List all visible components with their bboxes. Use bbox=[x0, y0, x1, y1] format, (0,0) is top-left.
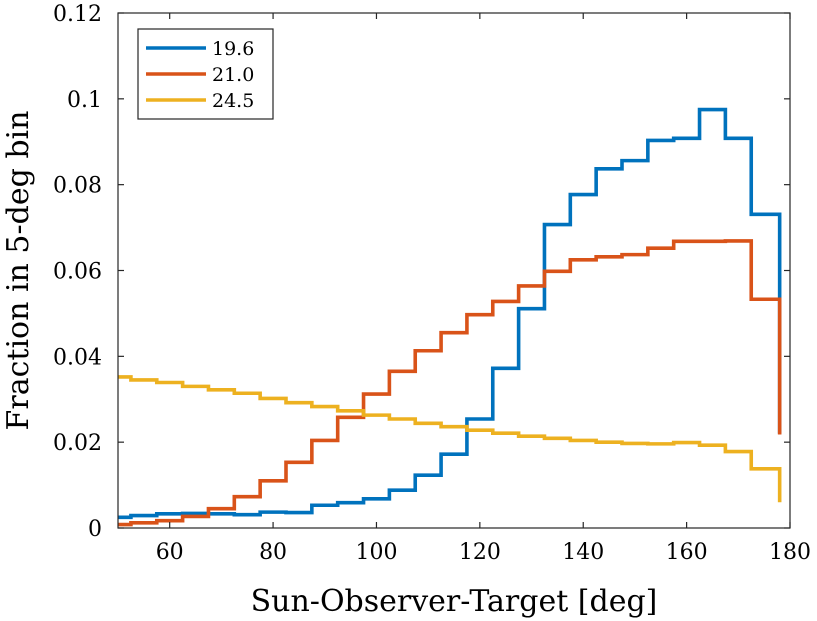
x-tick-label: 140 bbox=[562, 540, 604, 565]
series-24.5-line bbox=[118, 375, 782, 503]
y-tick-label: 0.02 bbox=[53, 431, 102, 456]
series-layer bbox=[118, 107, 782, 527]
legend-label: 19.6 bbox=[212, 38, 254, 60]
x-tick-label: 100 bbox=[355, 540, 397, 565]
x-tick-label: 160 bbox=[666, 540, 708, 565]
x-tick-label: 60 bbox=[156, 540, 184, 565]
legend-label: 21.0 bbox=[212, 64, 254, 86]
x-axis-label: Sun-Observer-Target [deg] bbox=[251, 584, 658, 619]
x-tick-label: 120 bbox=[459, 540, 501, 565]
y-tick-label: 0 bbox=[88, 517, 102, 542]
series-21.0-line bbox=[118, 239, 782, 527]
y-tick-label: 0.1 bbox=[67, 88, 102, 113]
y-tick-label: 0.08 bbox=[53, 174, 102, 199]
x-tick-label: 80 bbox=[259, 540, 287, 565]
y-tick-label: 0.04 bbox=[53, 345, 102, 370]
ticks-layer: 60 80 100 120 140 160 180 0 0.02 0.04 0.06 0.08 0.1 0… bbox=[53, 2, 811, 565]
x-tick-label: 180 bbox=[769, 540, 811, 565]
series-19.6-line bbox=[118, 107, 782, 520]
y-axis-label: Fraction in 5-deg bin bbox=[1, 111, 36, 431]
legend: 19.6 21.0 24.5 bbox=[137, 28, 274, 120]
y-tick-label: 0.06 bbox=[53, 260, 102, 285]
y-tick-label: 0.12 bbox=[53, 2, 102, 27]
legend-label: 24.5 bbox=[212, 90, 254, 112]
